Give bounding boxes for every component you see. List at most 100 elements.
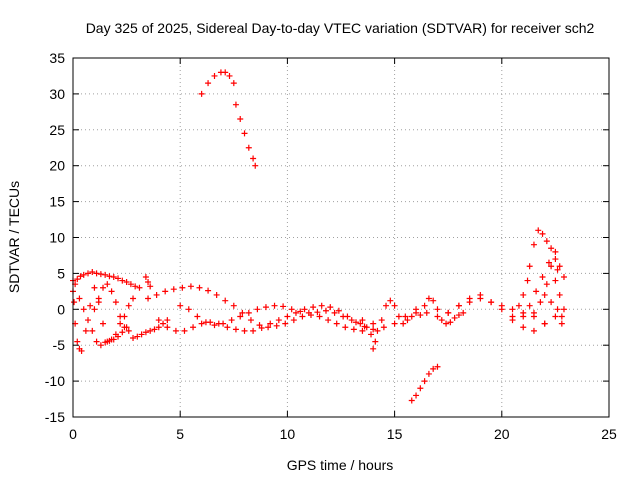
data-point: [100, 284, 107, 291]
data-point: [145, 295, 152, 302]
data-point: [282, 320, 289, 327]
data-point: [160, 320, 167, 327]
data-point: [230, 302, 237, 309]
data-point: [391, 320, 398, 327]
data-point: [509, 313, 516, 320]
data-point: [93, 338, 100, 345]
grid: [73, 58, 609, 417]
data-point: [239, 309, 246, 316]
data-point: [106, 273, 113, 280]
data-point: [498, 306, 505, 313]
data-point: [520, 324, 527, 331]
data-point: [106, 337, 113, 344]
data-point: [383, 302, 390, 309]
data-point: [74, 338, 81, 345]
data-point: [202, 319, 209, 326]
data-point: [117, 313, 124, 320]
data-point: [147, 283, 154, 290]
data-point: [524, 277, 531, 284]
data-point: [533, 288, 540, 295]
data-point: [205, 287, 212, 294]
data-point: [434, 313, 441, 320]
data-point: [552, 248, 559, 255]
data-point: [359, 317, 366, 324]
data-point: [226, 72, 233, 79]
data-point: [110, 273, 117, 280]
data-point: [142, 329, 149, 336]
data-point: [438, 317, 445, 324]
data-point: [250, 155, 257, 162]
data-point: [400, 320, 407, 327]
data-point: [245, 309, 252, 316]
y-tick-label: 0: [57, 301, 65, 317]
y-tick-label: 20: [49, 158, 65, 174]
data-point: [89, 268, 96, 275]
data-point: [537, 299, 544, 306]
data-point: [370, 345, 377, 352]
data-point: [335, 307, 342, 314]
data-point: [554, 266, 561, 273]
data-point: [545, 259, 552, 266]
data-point: [290, 317, 297, 324]
data-point: [74, 276, 81, 283]
data-point: [560, 273, 567, 280]
data-point: [85, 270, 92, 277]
data-point: [275, 317, 282, 324]
data-point: [104, 281, 111, 288]
data-point: [539, 230, 546, 237]
data-point: [288, 306, 295, 313]
data-point: [185, 306, 192, 313]
data-point: [380, 324, 387, 331]
data-point: [297, 308, 304, 315]
data-point: [267, 320, 274, 327]
data-point: [82, 327, 89, 334]
data-point: [138, 331, 145, 338]
data-point: [115, 275, 122, 282]
series-arc-13: [445, 291, 565, 334]
data-point: [89, 327, 96, 334]
data-point: [172, 327, 179, 334]
data-point: [560, 306, 567, 313]
data-point: [230, 80, 237, 87]
data-point: [357, 320, 364, 327]
data-point: [430, 365, 437, 372]
series-arc-9: [177, 302, 364, 329]
data-point: [97, 271, 104, 278]
data-points: [70, 69, 567, 404]
data-point: [187, 283, 194, 290]
data-point: [509, 306, 516, 313]
data-point: [155, 317, 162, 324]
data-point: [558, 313, 565, 320]
data-point: [299, 313, 306, 320]
data-point: [350, 326, 357, 333]
data-point: [520, 291, 527, 298]
data-point: [179, 284, 186, 291]
y-axis-label: SDTVAR / TECUs: [6, 181, 22, 293]
data-point: [241, 130, 248, 137]
y-tick-label: -10: [45, 373, 65, 389]
data-point: [245, 144, 252, 151]
data-point: [455, 302, 462, 309]
data-point: [548, 245, 555, 252]
y-tick-label: -15: [45, 409, 65, 425]
data-point: [93, 270, 100, 277]
data-point: [526, 263, 533, 270]
data-point: [301, 306, 308, 313]
data-point: [142, 273, 149, 280]
data-point: [95, 295, 102, 302]
series-arc-7: [145, 283, 366, 334]
y-tick-label: 25: [49, 122, 65, 138]
data-point: [130, 295, 137, 302]
data-point: [368, 331, 375, 338]
data-point: [222, 69, 229, 76]
data-point: [117, 320, 124, 327]
data-point: [198, 320, 205, 327]
y-tick-label: 30: [49, 86, 65, 102]
data-point: [408, 313, 415, 320]
data-point: [250, 327, 257, 334]
data-point: [87, 302, 94, 309]
series-arc-17: [530, 263, 567, 316]
data-point: [421, 302, 428, 309]
data-point: [556, 263, 563, 270]
data-point: [181, 327, 188, 334]
